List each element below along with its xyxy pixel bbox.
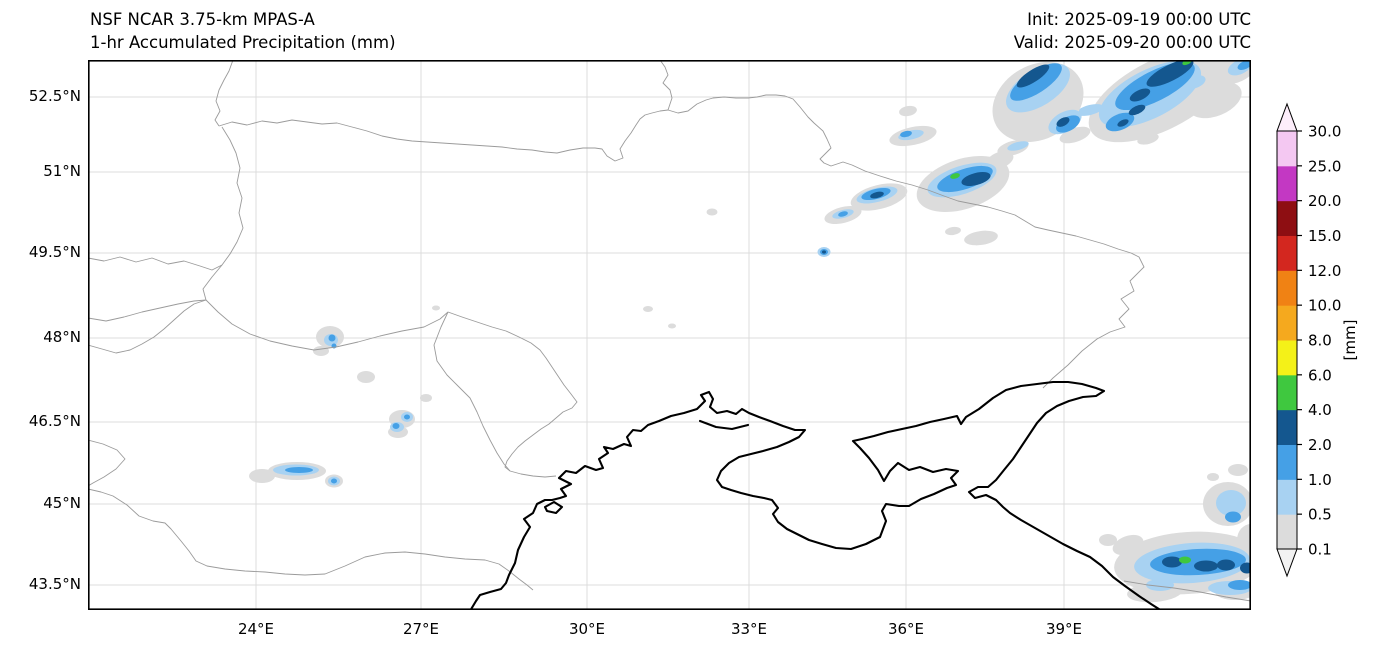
colorbar-segment xyxy=(1277,270,1297,306)
field-title: 1-hr Accumulated Precipitation (mm) xyxy=(90,33,396,52)
x-tick-label: 30°E xyxy=(568,620,606,638)
x-tick-label: 39°E xyxy=(1045,620,1083,638)
colorbar-segment xyxy=(1277,479,1297,515)
title-block: NSF NCAR 3.75-km MPAS-A 1-hr Accumulated… xyxy=(90,8,396,54)
y-tick-label: 52.5°N xyxy=(28,87,81,105)
y-tick-label: 48°N xyxy=(43,328,81,346)
y-tick-label: 49.5°N xyxy=(28,243,81,261)
colorbar-segment xyxy=(1277,340,1297,376)
x-tick-label: 27°E xyxy=(402,620,440,638)
colorbar-segment xyxy=(1277,374,1297,411)
colorbar-tick-label: 30.0 xyxy=(1308,123,1341,141)
x-tick-label: 36°E xyxy=(887,620,925,638)
colorbar-over-arrow xyxy=(1276,102,1298,132)
colorbar: 0.1 0.5 1.0 2.0 4.0 6.0 8.0 10.0 12.0 15.0 20.0 25.… xyxy=(1276,102,1359,578)
map-frame xyxy=(88,59,1252,611)
colorbar-tick-label: 8.0 xyxy=(1308,332,1332,350)
colorbar-tick-label: 0.5 xyxy=(1308,506,1332,524)
colorbar-tick-label: 25.0 xyxy=(1308,157,1341,175)
valid-time-label: Valid: 2025-09-20 00:00 UTC xyxy=(1013,33,1251,52)
colorbar-tick-label: 20.0 xyxy=(1308,192,1341,210)
colorbar-tick-label: 0.1 xyxy=(1308,541,1332,559)
colorbar-segment xyxy=(1277,165,1297,202)
time-block: Init: 2025-09-19 00:00 UTC Valid: 2025-0… xyxy=(1014,8,1251,54)
colorbar-tick-label: 4.0 xyxy=(1308,401,1332,419)
y-tick-label: 51°N xyxy=(43,162,81,180)
lat-lon-gridlines xyxy=(88,60,1251,610)
colorbar-segment xyxy=(1277,444,1297,480)
colorbar-segment xyxy=(1277,200,1297,236)
precip-cells-caucasus xyxy=(1099,464,1251,603)
x-tick-label: 24°E xyxy=(237,620,275,638)
colorbar-tick-label: 15.0 xyxy=(1308,227,1341,245)
precipitation-contours xyxy=(249,60,1251,603)
colorbar-units-label: [mm] xyxy=(1341,320,1359,361)
colorbar-tick-label: 2.0 xyxy=(1308,436,1332,454)
precip-cell-ne-2 xyxy=(992,61,1084,156)
colorbar-tick-label: 10.0 xyxy=(1308,297,1341,315)
coastline-black-sea xyxy=(469,380,1163,610)
init-time-label: Init: 2025-09-19 00:00 UTC xyxy=(1027,10,1251,29)
y-tick-label: 45°N xyxy=(43,494,81,512)
colorbar-segment xyxy=(1277,409,1297,445)
model-title: NSF NCAR 3.75-km MPAS-A xyxy=(90,10,315,29)
colorbar-tick-label: 12.0 xyxy=(1308,262,1341,280)
y-tick-label: 43.5°N xyxy=(28,575,81,593)
precip-cells-carpathians xyxy=(249,326,432,488)
y-tick-label: 46.5°N xyxy=(28,412,81,430)
colorbar-tick-label: 1.0 xyxy=(1308,471,1332,489)
colorbar-segment xyxy=(1277,235,1297,271)
precip-cells-ne-small xyxy=(432,105,1014,329)
country-borders xyxy=(88,60,1251,602)
colorbar-segment xyxy=(1277,131,1297,167)
colorbar-segment xyxy=(1277,514,1297,550)
colorbar-under-arrow xyxy=(1276,548,1298,578)
colorbar-tick-label: 6.0 xyxy=(1308,366,1332,384)
precip-cell-northeast-corner xyxy=(1051,60,1251,145)
x-tick-label: 33°E xyxy=(730,620,768,638)
colorbar-segment xyxy=(1277,305,1297,341)
